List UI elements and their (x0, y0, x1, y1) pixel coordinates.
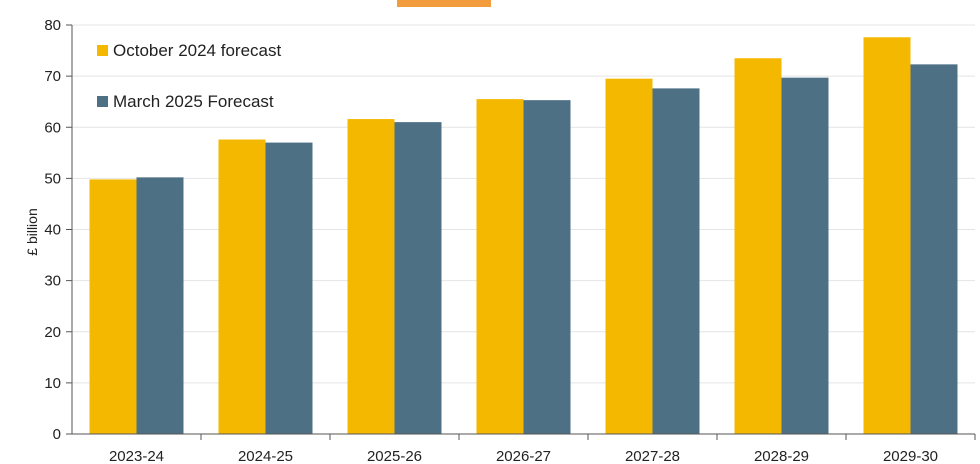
x-tick-label-2028-29: 2028-29 (754, 448, 809, 464)
bars (89, 37, 958, 435)
y-tick-label-50: 50 (44, 170, 61, 187)
legend-label-march-2025: March 2025 Forecast (113, 92, 274, 111)
legend-swatch-october-2024 (97, 45, 108, 56)
y-tick-label-0: 0 (53, 426, 61, 443)
y-tick-label-40: 40 (44, 222, 61, 239)
y-axis-title: £ billion (24, 208, 40, 255)
y-tick-label-60: 60 (44, 119, 61, 136)
x-tick-label-2029-30: 2029-30 (883, 448, 938, 464)
bar-march-2025-forecast-2026-27 (523, 100, 571, 434)
bar-october-2024-forecast-2023-24 (89, 179, 137, 434)
bar-october-2024-forecast-2027-28 (605, 78, 653, 435)
axes (66, 24, 976, 440)
legend-swatch-march-2025 (97, 96, 108, 107)
title-highlight (397, 0, 491, 7)
y-tick-label-20: 20 (44, 324, 61, 341)
bar-march-2025-forecast-2023-24 (136, 177, 184, 435)
bar-october-2024-forecast-2026-27 (476, 99, 524, 434)
x-tick-label-2025-26: 2025-26 (367, 448, 422, 464)
x-tick-labels: 2023-24 2024-25 2025-26 2026-27 2027-28 2028-… (109, 448, 938, 464)
bar-october-2024-forecast-2028-29 (734, 58, 782, 434)
y-tick-label-70: 70 (44, 68, 61, 85)
bar-october-2024-forecast-2029-30 (863, 37, 911, 435)
bar-march-2025-forecast-2025-26 (394, 122, 442, 434)
y-tick-labels: 0 10 20 30 40 50 60 70 80 (44, 17, 61, 443)
x-tick-label-2026-27: 2026-27 (496, 448, 551, 464)
y-tick-label-80: 80 (44, 17, 61, 34)
y-tick-label-10: 10 (44, 375, 61, 392)
bar-october-2024-forecast-2025-26 (347, 119, 395, 434)
bar-october-2024-forecast-2024-25 (218, 139, 266, 434)
y-tick-label-30: 30 (44, 273, 61, 290)
bar-march-2025-forecast-2024-25 (265, 142, 313, 434)
x-tick-label-2027-28: 2027-28 (625, 448, 680, 464)
legend: October 2024 forecast March 2025 Forecas… (97, 41, 281, 111)
x-tick-label-2024-25: 2024-25 (238, 448, 293, 464)
bar-march-2025-forecast-2028-29 (781, 77, 829, 434)
legend-label-october-2024: October 2024 forecast (113, 41, 281, 60)
bar-march-2025-forecast-2029-30 (910, 64, 958, 435)
bar-march-2025-forecast-2027-28 (652, 88, 700, 435)
x-tick-label-2023-24: 2023-24 (109, 448, 164, 464)
